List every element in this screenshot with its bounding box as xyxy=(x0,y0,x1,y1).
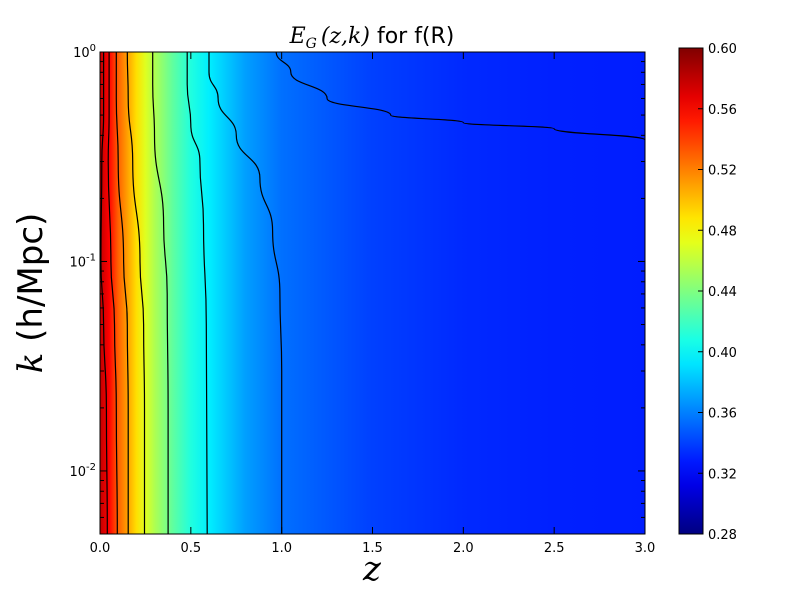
x-axis-label: z xyxy=(362,549,382,589)
contour-line xyxy=(152,52,169,534)
y-axis-label: k (h/Mpc) xyxy=(11,213,51,374)
colorbar-tick-label: 0.44 xyxy=(708,285,737,300)
colorbar-ticks: 0.60 0.56 0.52 0.48 0.44 0.40 0.36 0.32 0.28 xyxy=(698,42,737,543)
x-tick-label: 1.0 xyxy=(271,541,292,556)
contour-line xyxy=(126,51,146,534)
contour-lines xyxy=(100,51,646,535)
x-tick-label: 1.5 xyxy=(362,541,383,556)
x-tick-label: 0.0 xyxy=(90,541,111,556)
colorbar-tick-label: 0.56 xyxy=(708,103,737,118)
title-subscript: G xyxy=(306,36,317,52)
x-tick-label: 2.5 xyxy=(544,541,565,556)
title-rest: for f(R) xyxy=(370,24,454,49)
contour-line xyxy=(186,52,208,535)
y-axis-label-math: k xyxy=(11,353,51,374)
y-axis: 10-2 10-1 100 xyxy=(69,43,645,535)
contour-line xyxy=(275,51,646,141)
colorbar-tick-label: 0.48 xyxy=(708,224,737,239)
heatmap xyxy=(100,52,645,534)
y-tick-label: 100 xyxy=(73,43,96,61)
colorbar: 0.60 0.56 0.52 0.48 0.44 0.40 0.36 0.32 0.28 xyxy=(678,42,737,543)
colorbar-tick-label: 0.40 xyxy=(708,346,737,361)
y-axis-label-rest: (h/Mpc) xyxy=(11,213,51,353)
chart-title: EG (z,k) for f(R) xyxy=(289,24,455,52)
contour-line xyxy=(115,51,129,534)
colorbar-tick-label: 0.60 xyxy=(708,42,737,57)
y-tick-label: 10-1 xyxy=(69,252,96,270)
x-tick-label: 0.5 xyxy=(180,541,201,556)
y-tick-label: 10-2 xyxy=(69,462,96,480)
x-axis: 0.0 0.5 1.0 1.5 2.0 2.5 3.0 xyxy=(90,52,656,556)
colorbar-tick-label: 0.52 xyxy=(708,164,737,179)
contour-line xyxy=(208,52,283,534)
title-args: (z,k) xyxy=(321,24,370,49)
colorbar-tick-label: 0.28 xyxy=(708,528,737,543)
x-tick-label: 3.0 xyxy=(635,541,656,556)
colorbar-tick-label: 0.36 xyxy=(708,407,737,422)
x-tick-label: 2.0 xyxy=(453,541,474,556)
plot-area xyxy=(99,51,646,535)
title-math: E xyxy=(289,24,306,49)
contour-line xyxy=(107,52,118,535)
colorbar-tick-label: 0.32 xyxy=(708,467,737,482)
